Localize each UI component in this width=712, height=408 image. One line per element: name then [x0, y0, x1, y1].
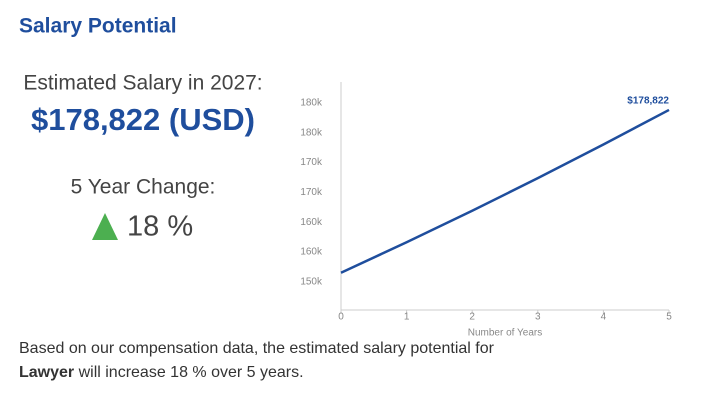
chart: 150k 160k 160k 170k 170k 180k 180k 0 1 2 3 4 5 Number…: [300, 82, 672, 339]
x-tick-label: 4: [601, 312, 607, 323]
footer-after: will increase 18 % over 5 years.: [74, 364, 303, 381]
x-tick-label: 5: [666, 312, 672, 323]
y-tick-label: 170k: [300, 157, 323, 168]
change-value: 18 %: [127, 211, 193, 243]
estimate-value: $178,822 (USD): [31, 102, 255, 137]
y-tick-label: 150k: [300, 277, 323, 288]
footer-job: Lawyer: [19, 364, 74, 381]
x-tick-label: 2: [469, 312, 475, 323]
y-tick-label: 180k: [300, 127, 323, 138]
line: [340, 108, 670, 274]
change-label: 5 Year Change:: [71, 176, 216, 199]
y-tick-label: 160k: [300, 217, 323, 228]
y-tick-label: 160k: [300, 247, 323, 258]
up-arrow: [92, 213, 118, 240]
title: Salary Potential: [19, 15, 177, 38]
x-tick-label: 3: [535, 312, 541, 323]
footer-line2: Lawyer will increase 18 % over 5 years.: [19, 364, 304, 381]
data-label: $178,822: [627, 96, 669, 107]
estimate-label: Estimated Salary in 2027:: [23, 72, 262, 95]
footer-line1: Based on our compensation data, the esti…: [19, 340, 495, 357]
y-tick-label: 170k: [300, 187, 323, 198]
x-axis-label: Number of Years: [468, 328, 543, 339]
y-tick-label: 180k: [300, 98, 323, 109]
x-tick-label: 0: [338, 312, 344, 323]
x-tick-label: 1: [404, 312, 410, 323]
